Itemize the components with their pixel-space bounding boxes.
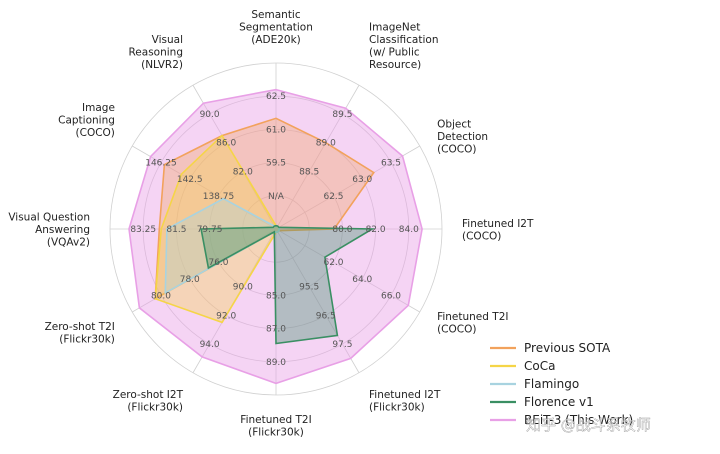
legend-entry: Flamingo [524, 377, 579, 391]
legend-entry: Florence v1 [524, 395, 594, 409]
tick-label: 86.0 [216, 139, 236, 149]
tick-label: 89.5 [332, 110, 352, 120]
tick-label: 142.5 [177, 175, 203, 185]
axis-label: Object Detection (COCO) [437, 119, 488, 156]
tick-label: 94.0 [200, 340, 220, 350]
axis-label: Finetuned I2T (COCO) [462, 218, 534, 243]
tick-label: 62.5 [266, 92, 286, 102]
axis-label-line: Image [82, 102, 115, 114]
axis-label-line: Detection [437, 131, 488, 143]
axis-label: Semantic Segmentation (ADE20k) [239, 9, 313, 46]
axis-label-line: Semantic [251, 9, 300, 21]
tick-label: 88.5 [299, 167, 319, 177]
axis-label-line: Reasoning [128, 46, 183, 58]
axis-label-line: (COCO) [76, 127, 115, 139]
grid-spoke [132, 145, 277, 230]
tick-label: 90.0 [200, 110, 220, 120]
tick-label: 84.0 [399, 225, 419, 235]
tick-label: 80.0 [151, 291, 171, 301]
axis-label-line: (NLVR2) [141, 59, 183, 71]
axis-label-line: Captioning [58, 115, 115, 127]
axis-label-line: Zero-shot I2T [113, 389, 184, 401]
tick-label: 82.0 [233, 167, 253, 177]
axis-label-line: Resource) [369, 59, 421, 71]
axis-label-line: (COCO) [437, 144, 476, 156]
series-florence-v1 [200, 224, 376, 345]
axis-label: Visual Reasoning (NLVR2) [128, 34, 183, 71]
legend: Previous SOTA CoCa Flamingo Florence v1 BEiT… [490, 341, 633, 427]
tick-label: 83.25 [130, 225, 156, 235]
axis-label-line: Finetuned I2T [462, 218, 534, 230]
tick-label: 85.0 [266, 291, 286, 301]
tick-label: 64.0 [352, 275, 372, 285]
tick-label: 95.5 [299, 283, 319, 293]
grid-spoke [275, 228, 360, 373]
tick-label: 96.5 [316, 311, 336, 321]
axis-label-line: Finetuned T2I [437, 311, 508, 323]
grid-spoke [275, 145, 420, 230]
tick-label: 87.0 [266, 325, 286, 335]
tick-label: 80.0 [332, 225, 352, 235]
axis-label-line: ImageNet [369, 21, 420, 33]
axis-label-line: Object [437, 119, 471, 131]
legend-entry: CoCa [524, 359, 555, 373]
tick-labels: N/A 59.5 61.0 62.5 88.5 89.0 89.5 62.5 63.0 63.5 8… [130, 92, 419, 368]
axis-label-line: (VQAv2) [47, 237, 90, 249]
tick-label: 82.0 [366, 225, 386, 235]
axis-label: ImageNet Classification (w/ Public Resource… [369, 21, 438, 71]
watermark-text: 知乎 @战斗系牧师 [526, 416, 651, 434]
tick-label: 59.5 [266, 159, 286, 169]
grid-spoke [275, 228, 420, 313]
tick-label: 92.0 [216, 311, 236, 321]
axis-label-line: Visual [152, 34, 183, 46]
tick-label: 90.0 [233, 283, 253, 293]
axis-label-line: Zero-shot T2I [45, 321, 115, 333]
axis-label-line: (Flickr30k) [248, 427, 304, 439]
series-layer [128, 88, 423, 385]
axis-label-line: (COCO) [437, 323, 476, 335]
tick-label: 138.75 [203, 192, 235, 202]
tick-label: 62.5 [323, 192, 343, 202]
axis-label-line: Answering [35, 224, 90, 236]
axis-label-line: (ADE20k) [251, 34, 301, 46]
tick-label: 61.0 [266, 125, 286, 135]
axis-label-line: (Flickr30k) [369, 402, 425, 414]
axis-label-line: (Flickr30k) [59, 334, 115, 346]
tick-label: 62.0 [323, 258, 343, 268]
tick-label: 89.0 [266, 358, 286, 368]
axis-label-line: Classification [369, 34, 438, 46]
legend-entry: Previous SOTA [524, 341, 611, 355]
tick-label: 97.5 [332, 340, 352, 350]
axis-label: Image Captioning (COCO) [58, 102, 115, 139]
tick-label: 63.0 [352, 175, 372, 185]
axis-label-line: (COCO) [462, 230, 501, 242]
grid-spoke [275, 85, 360, 230]
series-beit-3-this-work [128, 88, 423, 385]
axis-label: Finetuned T2I (Flickr30k) [240, 414, 311, 439]
tick-label: 63.5 [381, 159, 401, 169]
legend-entry: BEiT-3 (This Work) [524, 413, 633, 427]
tick-label: 146.25 [145, 159, 177, 169]
axis-label: Finetuned I2T (Flickr30k) [369, 389, 441, 414]
axis-label: Finetuned T2I (COCO) [437, 311, 508, 336]
tick-label: 66.0 [381, 291, 401, 301]
axis-label-line: Segmentation [239, 22, 313, 34]
tick-label: 81.5 [166, 225, 186, 235]
tick-label: 79.75 [197, 225, 223, 235]
axis-label-line: Finetuned I2T [369, 389, 441, 401]
axis-label-line: Finetuned T2I [240, 414, 311, 426]
tick-label: 76.0 [208, 258, 228, 268]
axis-label: Zero-shot T2I (Flickr30k) [45, 321, 115, 346]
tick-label: 89.0 [316, 139, 336, 149]
axis-label-line: (w/ Public [369, 46, 420, 58]
axis-label-line: Visual Question [8, 212, 90, 224]
tick-label: 78.0 [180, 275, 200, 285]
axis-label: Visual Question Answering (VQAv2) [8, 212, 90, 249]
axis-labels: Semantic Segmentation (ADE20k) ImageNet Clas… [8, 9, 534, 439]
tick-label: N/A [268, 192, 285, 202]
axis-label-line: (Flickr30k) [127, 402, 183, 414]
axis-label: Zero-shot I2T (Flickr30k) [113, 389, 184, 414]
